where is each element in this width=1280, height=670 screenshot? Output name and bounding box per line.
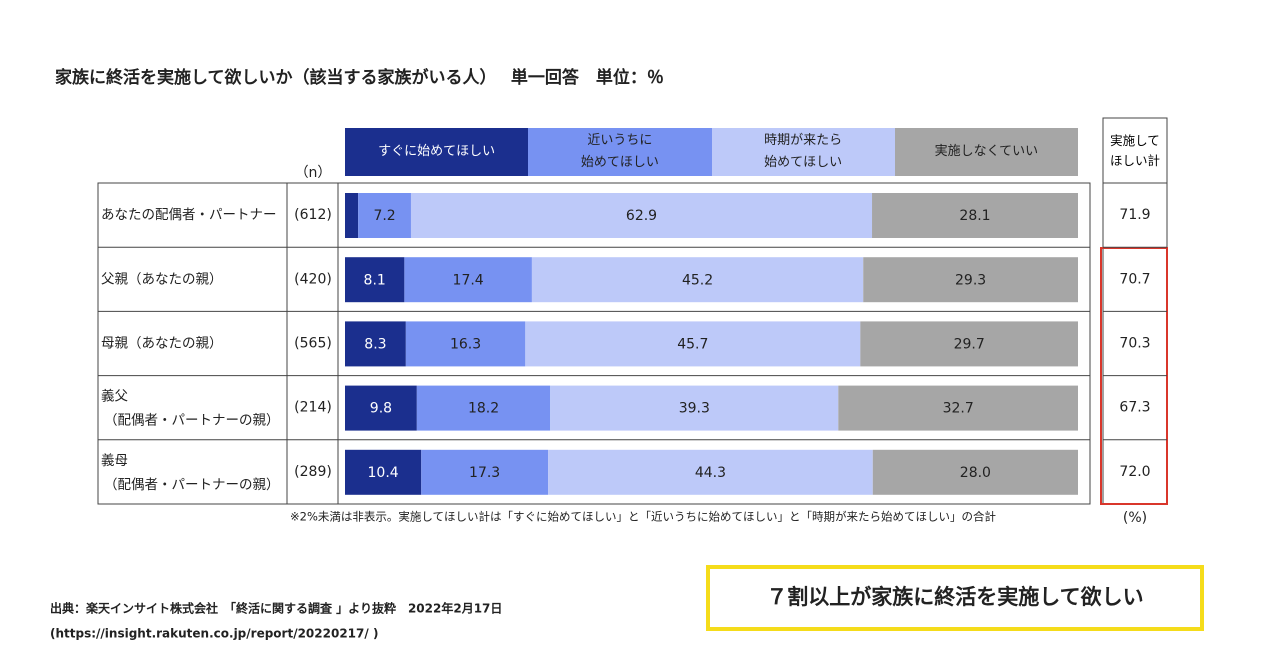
bar-segment bbox=[410, 193, 873, 238]
sample-size: (565) bbox=[294, 336, 332, 352]
bar-segment bbox=[358, 193, 411, 238]
bar-segment bbox=[345, 385, 417, 431]
value-label: 10.4 bbox=[368, 465, 399, 481]
value-label: 7.2 bbox=[373, 208, 395, 224]
value-label: 29.3 bbox=[955, 272, 986, 288]
value-label: 17.3 bbox=[469, 465, 500, 481]
bar-segment bbox=[872, 449, 1078, 495]
table-frame bbox=[97, 182, 1091, 505]
bar-segment bbox=[405, 321, 526, 367]
sample-size: (289) bbox=[294, 464, 332, 480]
bar-segment bbox=[550, 385, 839, 431]
total-label: 70.7 bbox=[1119, 271, 1150, 287]
legend-item: 時期が来たら 始めてほしい bbox=[711, 128, 895, 176]
bar-segment bbox=[404, 257, 532, 303]
bar-segment bbox=[548, 449, 873, 495]
category-label: （配偶者・パートナーの親） bbox=[104, 477, 280, 493]
unit-label: (%) bbox=[1123, 510, 1147, 526]
value-label: 16.3 bbox=[450, 337, 481, 353]
category-label: 義父 bbox=[101, 388, 128, 405]
category-label: あなたの配偶者・パートナー bbox=[101, 207, 277, 223]
value-label: 17.4 bbox=[453, 272, 484, 288]
value-label: 28.0 bbox=[960, 465, 991, 481]
total-label: 72.0 bbox=[1119, 464, 1150, 480]
bar-segment bbox=[345, 257, 405, 303]
value-label: 45.7 bbox=[677, 337, 708, 353]
value-label: 9.8 bbox=[370, 401, 392, 417]
bar-segment bbox=[416, 385, 551, 431]
source: (https://insight.rakuten.co.jp/report/20… bbox=[50, 627, 378, 641]
legend-item: 実施しなくていい bbox=[894, 128, 1078, 176]
value-label: 29.7 bbox=[954, 337, 985, 353]
bar-segment bbox=[863, 257, 1078, 303]
chart-title: 家族に終活を実施して欲しいか（該当する家族がいる人） 単一回答 単位：％ bbox=[55, 67, 664, 88]
category-label: 父親（あなたの親） bbox=[101, 271, 223, 287]
bar-segment bbox=[421, 449, 549, 495]
sample-size: (612) bbox=[294, 207, 332, 223]
category-label: 母親（あなたの親） bbox=[101, 336, 223, 352]
callout: ７割以上が家族に終活を実施して欲しい bbox=[766, 585, 1143, 609]
bar-segment bbox=[345, 321, 406, 367]
total-label: 71.9 bbox=[1119, 207, 1150, 223]
bar-segment bbox=[531, 257, 864, 303]
legend-item: 近いうちに 始めてほしい bbox=[528, 128, 712, 176]
category-label: 義母 bbox=[101, 452, 128, 469]
bar-segment bbox=[525, 321, 861, 367]
bar-segment bbox=[872, 193, 1078, 238]
callout-box bbox=[706, 565, 1204, 631]
total-label: 67.3 bbox=[1119, 400, 1150, 416]
total-header: 実施して ほしい計 bbox=[1109, 132, 1160, 168]
value-label: 62.9 bbox=[626, 208, 657, 224]
category-label: （配偶者・パートナーの親） bbox=[104, 413, 280, 429]
value-label: 28.1 bbox=[959, 208, 990, 224]
bar-segment bbox=[860, 321, 1078, 367]
value-label: 32.7 bbox=[943, 401, 974, 417]
value-label: 45.2 bbox=[682, 272, 713, 288]
value-label: 8.1 bbox=[364, 272, 386, 288]
value-label: 44.3 bbox=[695, 465, 726, 481]
total-label: 70.3 bbox=[1119, 336, 1150, 352]
value-label: 39.3 bbox=[679, 401, 710, 417]
legend-item: すぐに始めてほしい bbox=[345, 128, 529, 176]
sample-size: (420) bbox=[294, 271, 332, 287]
value-label: 18.2 bbox=[468, 401, 499, 417]
source: 出典：楽天インサイト株式会社 「終活に関する調査 」より抜粋 2022年2月17… bbox=[50, 601, 502, 616]
note: ※2%未満は非表示。実施してほしい計は「すぐに始めてほしい」と「近いうちに始めて… bbox=[290, 510, 996, 524]
sample-size: (214) bbox=[294, 400, 332, 416]
n-header: （n） bbox=[295, 165, 332, 181]
bar-segment bbox=[838, 385, 1078, 431]
bar-segment bbox=[345, 449, 422, 495]
value-label: 8.3 bbox=[364, 337, 386, 353]
bar-segment bbox=[345, 193, 359, 238]
